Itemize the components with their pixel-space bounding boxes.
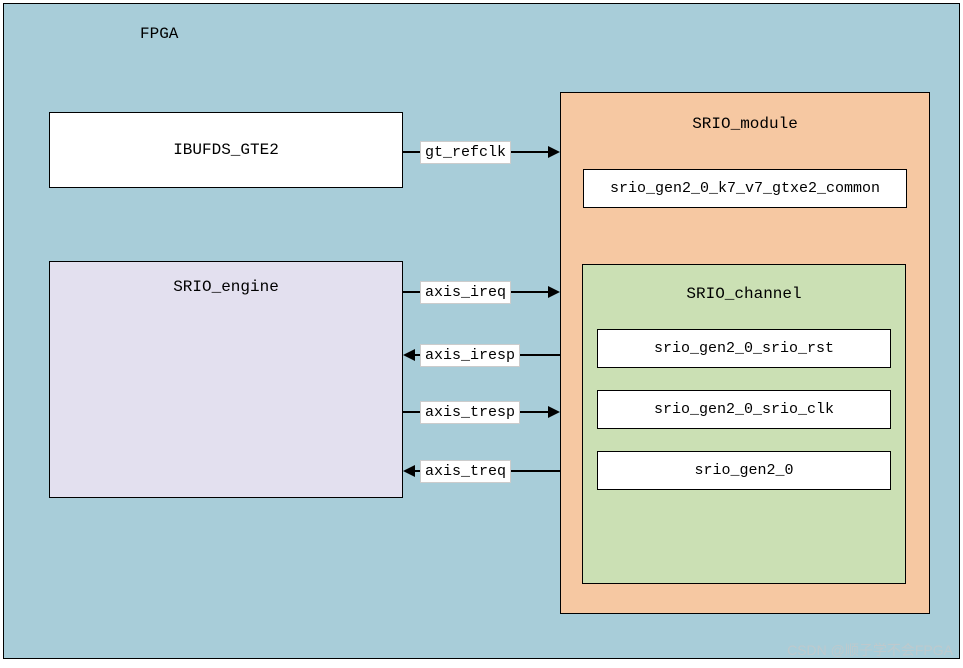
arrow-head-axis-iresp <box>403 349 415 361</box>
label-axis-ireq: axis_ireq <box>420 281 511 304</box>
srio-clk-box: srio_gen2_0_srio_clk <box>597 390 891 429</box>
gtxe2-common-label: srio_gen2_0_k7_v7_gtxe2_common <box>592 178 898 199</box>
arrow-head-axis-treq <box>403 465 415 477</box>
label-axis-treq: axis_treq <box>420 460 511 483</box>
arrow-head-gt-refclk <box>548 146 560 158</box>
ibufds-box: IBUFDS_GTE2 <box>49 112 403 188</box>
srio-gen2-0-box: srio_gen2_0 <box>597 451 891 490</box>
srio-engine-label: SRIO_engine <box>173 278 279 296</box>
arrow-head-axis-ireq <box>548 286 560 298</box>
gtxe2-common-box: srio_gen2_0_k7_v7_gtxe2_common <box>583 169 907 208</box>
srio-module-label: SRIO_module <box>561 115 929 133</box>
srio-rst-box: srio_gen2_0_srio_rst <box>597 329 891 368</box>
ibufds-label: IBUFDS_GTE2 <box>173 141 279 159</box>
watermark: CSDN @顺子学不会FPGA <box>787 640 953 660</box>
label-axis-tresp: axis_tresp <box>420 401 520 424</box>
srio-channel-box: SRIO_channel srio_gen2_0_srio_rst srio_g… <box>582 264 906 584</box>
label-axis-iresp: axis_iresp <box>420 344 520 367</box>
arrow-head-axis-tresp <box>548 406 560 418</box>
fpga-label: FPGA <box>140 25 178 43</box>
srio-clk-label: srio_gen2_0_srio_clk <box>654 401 834 418</box>
srio-channel-label: SRIO_channel <box>583 285 905 303</box>
diagram-canvas: FPGA IBUFDS_GTE2 SRIO_engine SRIO_module… <box>0 0 963 668</box>
label-gt-refclk: gt_refclk <box>420 141 511 164</box>
srio-rst-label: srio_gen2_0_srio_rst <box>654 340 834 357</box>
srio-engine-box: SRIO_engine <box>49 261 403 498</box>
srio-gen2-0-label: srio_gen2_0 <box>694 462 793 479</box>
